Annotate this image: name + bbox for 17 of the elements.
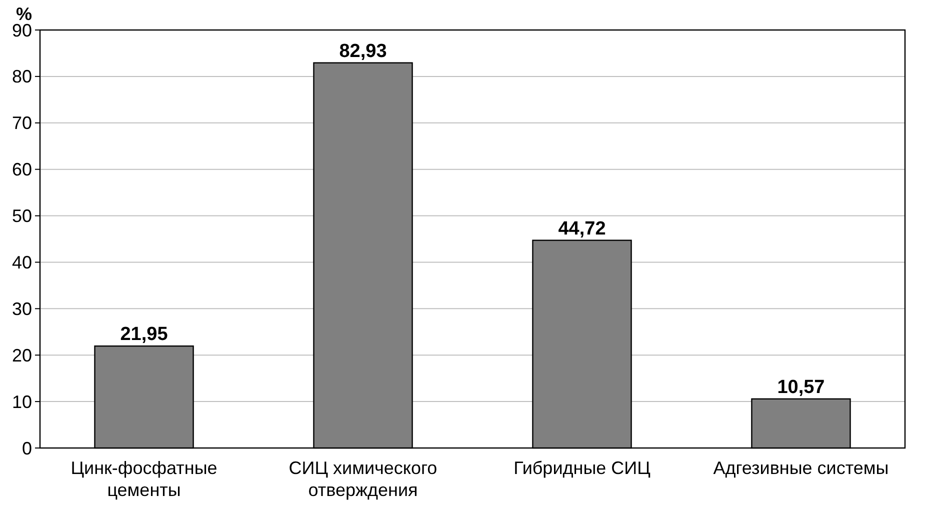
y-tick-label: 0 — [22, 438, 32, 458]
x-tick-label: Гибридные СИЦ — [514, 458, 650, 478]
data-label: 10,57 — [777, 376, 825, 398]
y-tick-label: 50 — [12, 206, 32, 226]
y-tick-label: 60 — [12, 160, 32, 180]
y-tick-label: 10 — [12, 392, 32, 412]
x-tick-label: СИЦ химического отверждения — [288, 458, 438, 500]
data-label: 21,95 — [120, 324, 168, 346]
data-label: 44,72 — [558, 218, 606, 240]
x-tick-label: Цинк-фосфатные цементы — [70, 458, 218, 500]
x-tick-label: Адгезивные системы — [713, 458, 889, 478]
y-tick-label: 80 — [12, 66, 32, 87]
y-tick-label: 20 — [12, 345, 32, 366]
y-tick-label: 40 — [12, 252, 32, 273]
data-label: 82,93 — [339, 40, 387, 62]
y-tick-label: 30 — [12, 298, 32, 319]
y-tick-label: 70 — [12, 113, 32, 134]
